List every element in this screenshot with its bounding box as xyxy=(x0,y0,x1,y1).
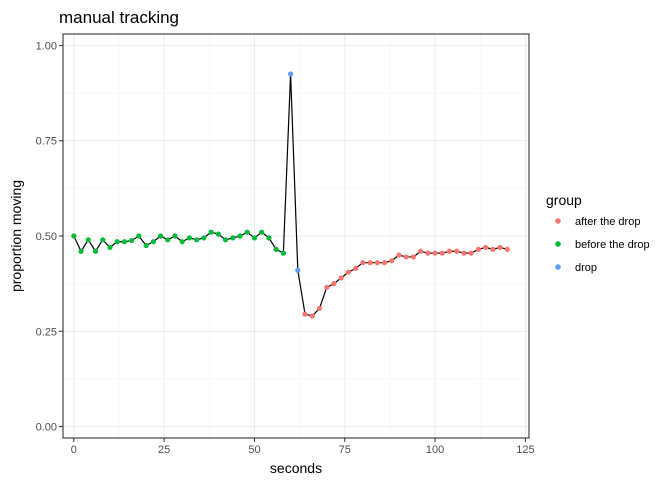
y-axis: 0.00 0.25 0.50 0.75 1.00 xyxy=(36,40,63,434)
data-point xyxy=(201,235,207,241)
legend-label: drop xyxy=(575,262,597,274)
data-point xyxy=(230,235,236,241)
data-point xyxy=(446,248,453,254)
x-tick-label: 125 xyxy=(516,444,534,456)
data-point xyxy=(186,235,193,241)
legend-key xyxy=(555,241,561,247)
x-axis-title: seconds xyxy=(270,460,322,476)
legend-label: after the drop xyxy=(575,216,640,228)
data-point xyxy=(475,246,482,252)
legend-key xyxy=(555,218,561,224)
data-point xyxy=(295,267,301,273)
data-point xyxy=(165,237,171,243)
data-point xyxy=(259,229,265,235)
data-point xyxy=(316,305,323,312)
x-tick-label: 100 xyxy=(426,444,444,456)
data-point xyxy=(432,250,438,256)
data-point xyxy=(266,235,272,241)
data-point xyxy=(439,250,445,256)
legend-key xyxy=(555,264,561,270)
data-point xyxy=(71,233,77,239)
x-tick-label: 75 xyxy=(339,444,351,456)
data-point xyxy=(100,237,106,243)
data-point xyxy=(136,233,142,239)
legend-label: before the drop xyxy=(575,239,650,251)
data-point xyxy=(396,252,402,258)
data-point xyxy=(208,229,214,235)
data-point xyxy=(237,233,243,239)
data-point xyxy=(410,254,417,260)
x-tick-label: 25 xyxy=(158,444,170,456)
y-tick-label: 0.50 xyxy=(36,231,57,243)
y-axis-title: proportion moving xyxy=(8,180,24,292)
data-point xyxy=(215,231,221,237)
legend: group after the drop before the drop drop xyxy=(546,192,650,274)
legend-title: group xyxy=(546,192,582,208)
data-point xyxy=(287,71,294,77)
data-point xyxy=(172,233,178,239)
data-point xyxy=(107,244,113,251)
chart-title: manual tracking xyxy=(59,8,179,27)
data-point xyxy=(302,311,308,317)
data-point xyxy=(418,248,424,254)
data-point xyxy=(490,246,496,252)
data-point xyxy=(309,313,315,319)
data-point xyxy=(222,237,229,243)
data-point xyxy=(353,265,359,271)
data-point xyxy=(403,254,409,260)
data-point xyxy=(504,246,510,252)
data-point xyxy=(454,248,460,254)
x-tick-label: 0 xyxy=(71,444,77,456)
data-point xyxy=(338,275,344,281)
data-point xyxy=(461,250,467,256)
data-point xyxy=(150,239,156,245)
data-point xyxy=(194,237,200,243)
data-point xyxy=(143,242,149,249)
legend-entries: after the drop before the drop drop xyxy=(555,216,650,274)
data-point xyxy=(497,244,503,251)
data-point xyxy=(114,239,120,245)
data-point xyxy=(129,237,135,244)
y-tick-label: 1.00 xyxy=(36,40,57,52)
y-tick-label: 0.75 xyxy=(36,136,57,148)
data-point xyxy=(374,260,380,266)
data-point xyxy=(367,260,373,266)
data-point xyxy=(381,260,388,266)
y-tick-label: 0.00 xyxy=(36,422,57,434)
data-point xyxy=(78,248,84,254)
data-point xyxy=(324,284,330,291)
data-points xyxy=(71,71,510,319)
data-point xyxy=(273,246,279,252)
data-point xyxy=(389,258,395,264)
x-axis: 0 25 50 75 100 125 xyxy=(71,438,535,456)
data-point xyxy=(244,229,250,235)
data-point xyxy=(251,235,258,241)
data-point xyxy=(92,248,99,254)
x-tick-label: 50 xyxy=(248,444,260,456)
data-point xyxy=(425,250,431,256)
data-point xyxy=(85,237,91,243)
data-point xyxy=(280,250,286,256)
data-point xyxy=(483,244,489,251)
data-point xyxy=(121,239,128,245)
data-point xyxy=(345,269,351,275)
data-point xyxy=(468,250,474,256)
data-point xyxy=(331,281,337,287)
data-point xyxy=(360,260,366,266)
data-point xyxy=(157,233,164,239)
data-point xyxy=(179,239,185,245)
y-tick-label: 0.25 xyxy=(36,326,57,338)
